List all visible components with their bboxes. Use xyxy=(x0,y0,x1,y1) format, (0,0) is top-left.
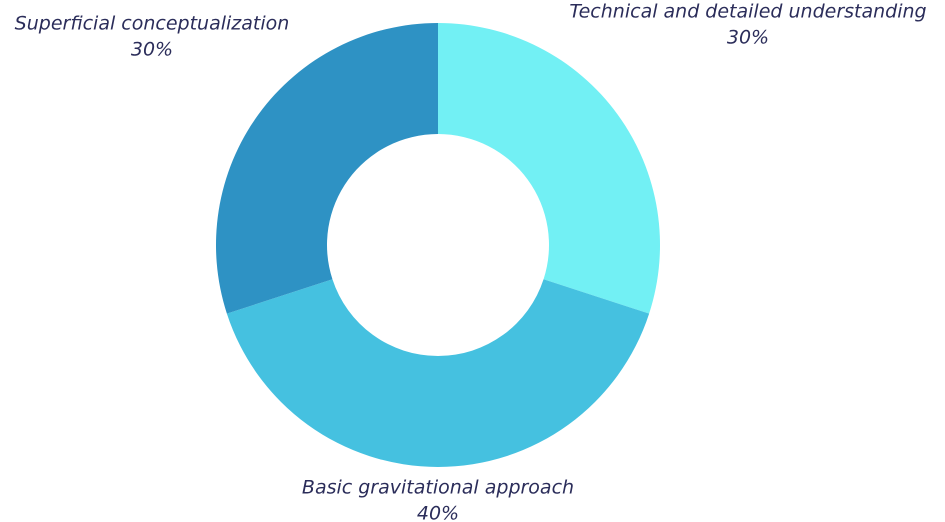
slice-value-label: 30% xyxy=(131,39,173,61)
donut-slice xyxy=(215,23,438,314)
donut-slice xyxy=(226,279,650,467)
slice-value-label: 30% xyxy=(727,27,769,49)
slice-label: Superficial conceptualization xyxy=(15,13,290,35)
donut-slice xyxy=(438,23,660,314)
slice-label: Basic gravitational approach xyxy=(302,477,574,499)
slice-value-label: 40% xyxy=(417,503,459,522)
slice-label: Technical and detailed understanding xyxy=(569,1,926,23)
